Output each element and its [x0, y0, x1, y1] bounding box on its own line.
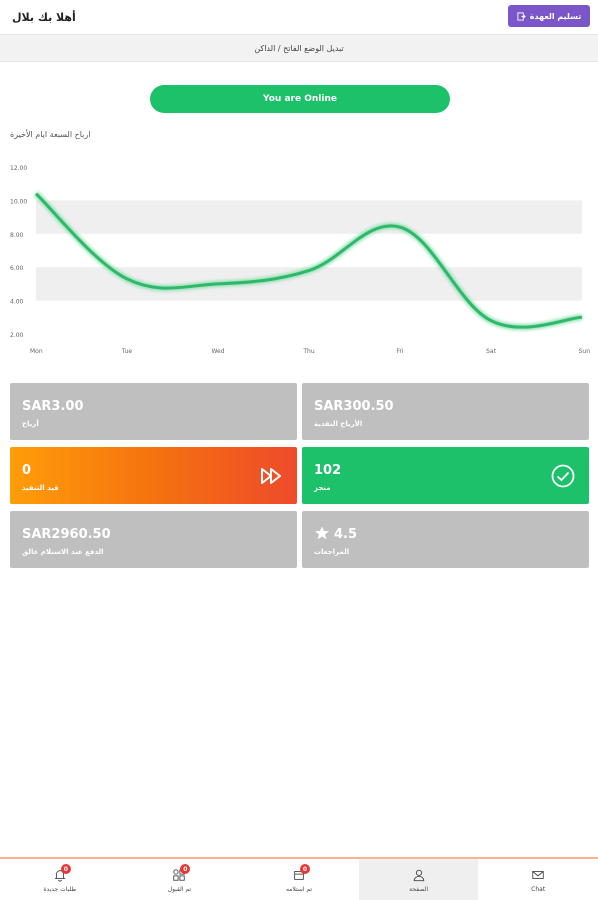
theme-toggle-text: تبديل الوضع الفاتح / الداكن — [254, 43, 344, 53]
online-status-label: You are Online — [263, 94, 337, 104]
stat-label: أرباح — [22, 420, 39, 428]
chart-title: ارباح السبعة ايام الأخيرة — [10, 130, 91, 139]
earnings-line-chart: 2.00 4.00 6.00 8.00 10.00 12.00 Mon Tue Wed Thu F… — [10, 165, 591, 355]
stat-card[interactable]: 4.5 المراجعات — [302, 511, 589, 568]
x-tick-label: Sat — [486, 348, 496, 355]
x-tick-label: Sun — [579, 348, 591, 355]
nav-item-mail[interactable]: Chat — [478, 859, 598, 900]
series-line — [34, 192, 583, 329]
stat-value: SAR2960.50 — [22, 527, 111, 542]
stat-card[interactable]: 0 قيد التنفيذ — [10, 447, 297, 504]
y-tick-label: 12.00 — [10, 165, 27, 172]
mail-icon — [532, 871, 544, 879]
y-tick-label: 10.00 — [10, 198, 27, 205]
stat-card[interactable]: SAR300.50 الأرباح النقدية — [302, 383, 589, 440]
x-tick-label: Wed — [211, 348, 224, 355]
stat-value: 4.5 — [334, 527, 358, 542]
y-tick-label: 8.00 — [10, 232, 24, 239]
exit-icon — [517, 11, 526, 21]
stat-card[interactable]: SAR3.00 أرباح — [10, 383, 297, 440]
theme-toggle-bar[interactable]: تبديل الوضع الفاتح / الداكن — [0, 34, 598, 62]
user-icon — [413, 869, 424, 882]
x-tick-label: Mon — [30, 348, 43, 355]
nav-item-grid[interactable]: 0 تم القبول — [120, 859, 240, 900]
stat-label: قيد التنفيذ — [22, 484, 59, 492]
y-tick-label: 2.00 — [10, 332, 24, 339]
nav-item-user[interactable]: الصفحة — [358, 859, 479, 900]
nav-badge: 0 — [180, 864, 191, 874]
check-circle-icon — [551, 464, 575, 488]
greeting-text: أهلا بك بلال — [12, 11, 76, 24]
y-tick-label: 4.00 — [10, 299, 24, 306]
handover-label: تسليم العهدة — [529, 11, 582, 21]
nav-label: الصفحة — [409, 886, 428, 893]
stat-label: المراجعات — [314, 548, 350, 556]
x-tick-label: Fri — [396, 348, 403, 355]
nav-item-package[interactable]: 0 تم استلامه — [239, 859, 359, 900]
stat-value: 102 — [314, 463, 342, 478]
online-status-button[interactable]: You are Online — [150, 85, 450, 113]
fast-forward-icon — [261, 468, 281, 484]
x-tick-label: Tue — [121, 348, 133, 355]
stat-label: منجز — [314, 484, 331, 492]
nav-badge: 0 — [60, 864, 71, 874]
stat-value: 0 — [22, 463, 32, 478]
stat-label: الدفع عند الاستلام عالق — [22, 548, 104, 556]
stat-card[interactable]: SAR2960.50 الدفع عند الاستلام عالق — [10, 511, 297, 568]
handover-button[interactable]: تسليم العهدة — [508, 5, 590, 27]
grid-band — [36, 200, 582, 234]
bottom-navigation: 0 طلبات جديدة 0 تم القبول 0 تم استلامه الصفحة C… — [0, 857, 598, 900]
stat-value: SAR300.50 — [314, 399, 394, 414]
y-tick-label: 6.00 — [10, 265, 24, 272]
package-icon — [294, 871, 304, 880]
nav-badge: 0 — [299, 864, 310, 874]
x-tick-label: Thu — [302, 348, 314, 355]
nav-label: تم استلامه — [285, 886, 313, 893]
top-header: أهلا بك بلال تسليم العهدة — [0, 0, 598, 34]
nav-label: Chat — [531, 886, 546, 893]
stat-label: الأرباح النقدية — [314, 420, 363, 428]
star-icon — [315, 526, 329, 540]
nav-label: تم القبول — [167, 886, 192, 893]
stat-card[interactable]: 102 منجز — [302, 447, 589, 504]
nav-label: طلبات جديدة — [43, 886, 77, 893]
nav-item-bell[interactable]: 0 طلبات جديدة — [0, 859, 120, 900]
stat-value: SAR3.00 — [22, 399, 84, 414]
